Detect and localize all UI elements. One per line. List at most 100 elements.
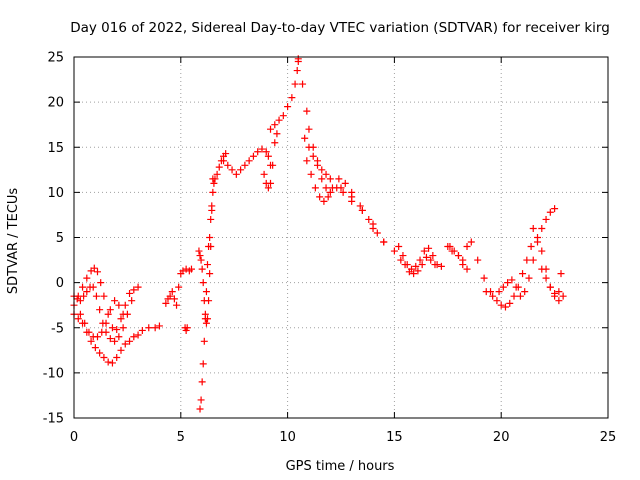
data-point [166, 292, 174, 300]
data-point [506, 299, 514, 307]
data-point [326, 188, 334, 196]
data-point [134, 331, 142, 339]
data-point [249, 152, 257, 160]
data-point [324, 193, 332, 201]
series-track-b-early [70, 310, 163, 367]
x-tick-label: 5 [177, 430, 185, 445]
y-tick-label: -15 [43, 412, 64, 427]
data-point [271, 139, 279, 147]
data-point [267, 179, 275, 187]
series-decay-b [301, 134, 398, 255]
data-point [108, 359, 116, 367]
x-tick-label: 0 [70, 430, 78, 445]
data-point [534, 234, 542, 241]
data-point [245, 157, 253, 165]
data-point [279, 112, 287, 120]
data-point [138, 326, 146, 334]
data-point [326, 175, 334, 183]
x-axis-label: GPS time / hours [286, 459, 395, 474]
data-point [390, 247, 398, 255]
data-point [463, 265, 471, 273]
data-point [96, 349, 104, 357]
data-point [521, 288, 529, 296]
data-point [418, 261, 426, 269]
data-point [499, 283, 507, 291]
data-point [422, 253, 430, 261]
data-point [195, 247, 203, 255]
data-point [356, 202, 364, 210]
data-point [559, 292, 567, 300]
data-point [399, 252, 407, 260]
data-point [525, 274, 533, 282]
data-point [228, 166, 236, 174]
data-point [431, 261, 439, 269]
data-point [427, 256, 435, 264]
data-point [303, 157, 311, 165]
data-point [232, 170, 240, 178]
series-cluster-9h [260, 130, 281, 192]
data-point [175, 283, 183, 291]
data-point [322, 184, 330, 192]
data-point [197, 256, 205, 264]
series-loop-19-21h [474, 243, 535, 311]
data-point [74, 315, 82, 323]
data-point [301, 134, 309, 142]
data-point [202, 288, 210, 296]
data-point [213, 170, 221, 178]
data-point [224, 161, 232, 169]
data-point [546, 283, 554, 291]
chart-title: Day 016 of 2022, Sidereal Day-to-day VTE… [70, 20, 610, 36]
data-point [151, 324, 159, 332]
data-point [429, 252, 437, 260]
data-point [113, 354, 121, 362]
y-tick-label: 5 [56, 231, 64, 246]
data-point [111, 337, 119, 345]
data-point [275, 116, 283, 124]
series-spike-6h [196, 150, 230, 413]
data-point [87, 337, 95, 345]
data-point [187, 265, 195, 273]
data-point [358, 206, 366, 214]
data-point [258, 145, 266, 153]
data-point [215, 163, 223, 171]
data-point [493, 297, 501, 305]
data-point [328, 184, 336, 192]
data-point [425, 244, 433, 252]
data-point [196, 405, 204, 413]
data-point [90, 264, 98, 272]
data-point [463, 243, 471, 251]
data-point [305, 125, 313, 133]
data-point [365, 215, 373, 223]
data-point [482, 288, 490, 296]
data-point [264, 152, 272, 160]
data-point [555, 288, 563, 296]
y-tick-label: 10 [47, 186, 64, 201]
data-point [117, 315, 125, 323]
data-point [405, 268, 413, 276]
data-point [210, 179, 218, 187]
data-point [91, 344, 99, 352]
y-tick-label: -5 [51, 321, 64, 336]
data-point [414, 267, 422, 275]
data-point [542, 274, 550, 282]
data-point [529, 256, 537, 264]
data-point [538, 265, 546, 273]
data-point [397, 256, 405, 264]
data-point [269, 161, 277, 169]
data-point [504, 279, 512, 287]
series-loop-20-22h [482, 205, 559, 300]
series-climb-9-10h [267, 55, 302, 133]
data-point [80, 292, 88, 300]
data-point [416, 256, 424, 264]
data-point [76, 297, 84, 305]
data-points [70, 55, 567, 413]
data-point [459, 256, 467, 264]
series-flat-16h-low [397, 253, 439, 278]
data-point [538, 224, 546, 232]
data-point [527, 243, 535, 251]
data-point [508, 276, 516, 284]
data-point [529, 224, 537, 232]
data-point [119, 310, 127, 318]
data-point [309, 152, 317, 160]
